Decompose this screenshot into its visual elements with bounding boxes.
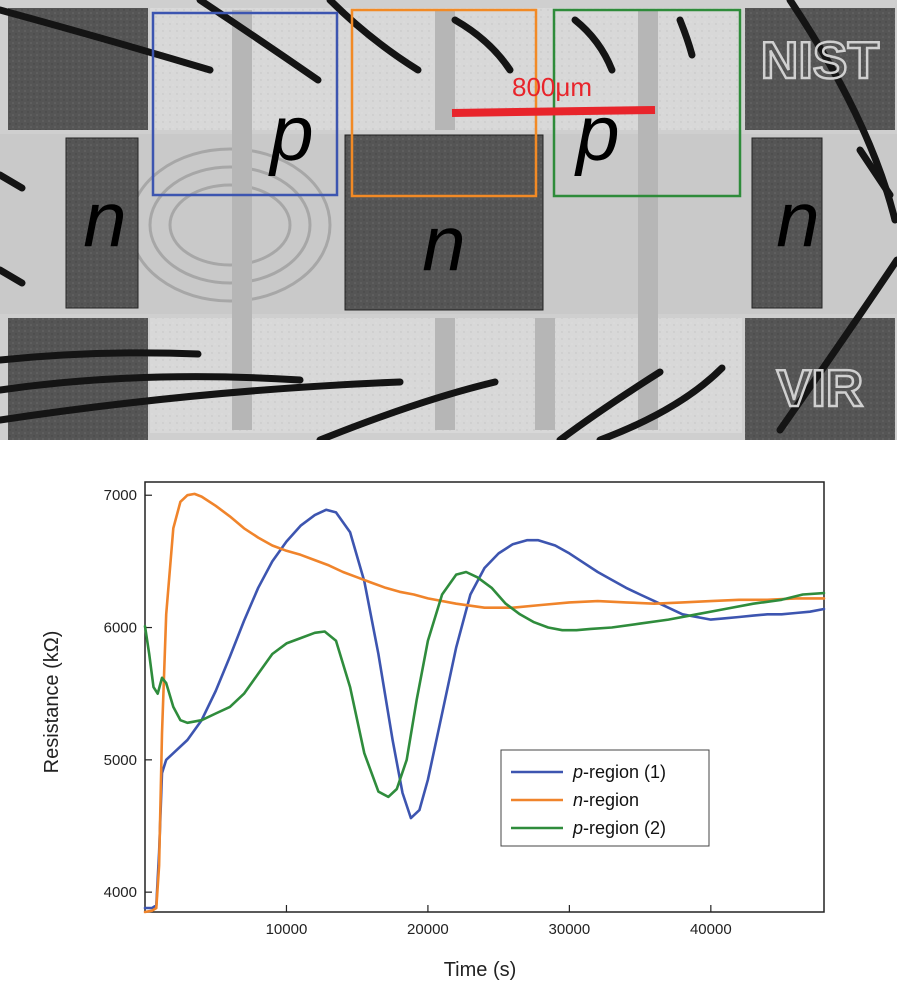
n-region-center (344, 134, 544, 311)
scale-bar (451, 106, 656, 117)
box-n-region (350, 8, 538, 198)
scale-label: 800μm (512, 72, 592, 102)
y-tick-label: 7000 (104, 487, 137, 504)
region-label-p-left: p (268, 89, 313, 177)
series-line-2 (143, 492, 826, 914)
x-tick-label: 30000 (549, 921, 591, 938)
box-p-region-1 (151, 11, 339, 197)
contact-pad (745, 8, 895, 130)
y-tick-label: 6000 (104, 620, 137, 637)
resistance-chart: 10000 20000 30000 40000 4000 5000 6000 7000 Tim… (41, 481, 826, 981)
legend: p-region (1) n-region p-region (2) (500, 749, 710, 847)
x-axis-title: Time (s) (444, 959, 517, 981)
logo-bottom: VIR (777, 360, 864, 418)
legend-label: p-region (2) (572, 818, 666, 838)
n-region-right (751, 137, 823, 309)
contact-pad (745, 318, 895, 440)
probe-wires (0, 0, 897, 440)
contact-pad (8, 8, 148, 130)
logo-top: NIST (761, 32, 880, 90)
x-tick-label: 10000 (266, 921, 308, 938)
device-micrograph: NIST VIR 800μm n p n p n (0, 0, 897, 440)
y-tick-label: 5000 (104, 752, 137, 769)
x-tick-label: 20000 (407, 921, 449, 938)
legend-label: n-region (573, 790, 639, 810)
region-label-n-center: n (422, 199, 465, 287)
x-tick-label: 40000 (690, 921, 732, 938)
legend-label: p-region (1) (572, 762, 666, 782)
y-axis-title: Resistance (kΩ) (41, 631, 63, 774)
legend-box (500, 749, 710, 847)
plot-area (144, 481, 825, 913)
region-label-p-right: p (574, 89, 619, 177)
region-label-n-left: n (83, 175, 126, 263)
n-region-left (65, 137, 139, 309)
box-p-region-2 (552, 8, 742, 198)
y-tick-label: 4000 (104, 884, 137, 901)
region-label-n-right: n (776, 175, 819, 263)
series-line-1 (143, 508, 826, 910)
series-line-3 (143, 570, 826, 799)
